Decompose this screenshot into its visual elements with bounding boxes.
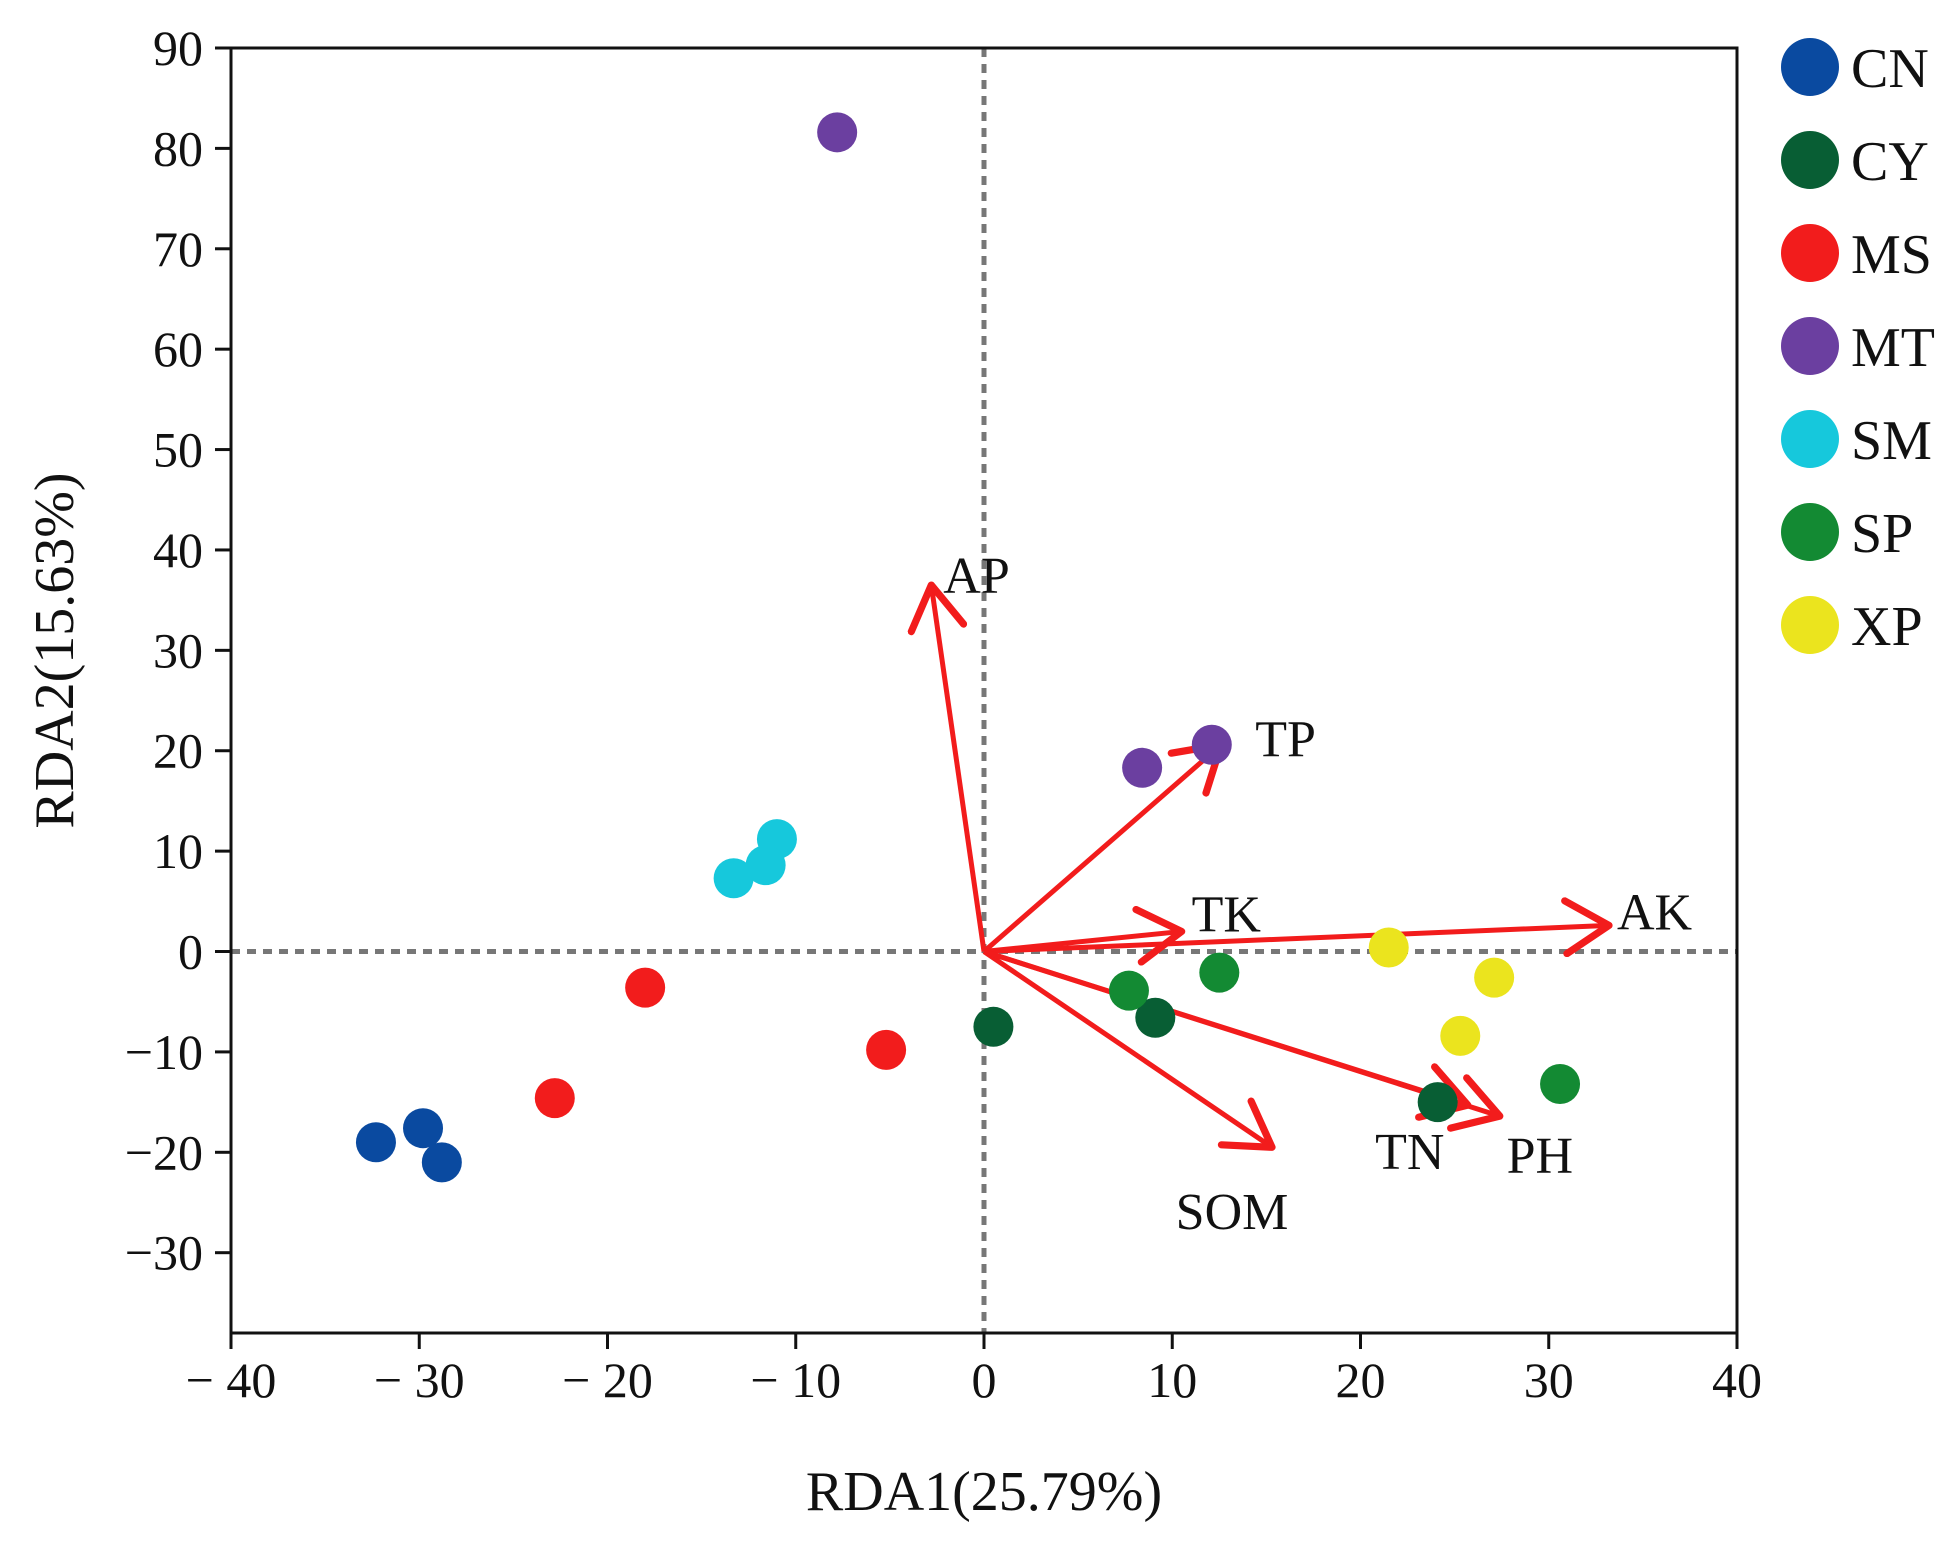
legend-marker-cn: [1781, 38, 1839, 96]
vector-tp: [982, 741, 1225, 954]
vector-label-ak: AK: [1617, 884, 1693, 941]
vector-ap: [907, 581, 987, 952]
legend-label-cy: CY: [1851, 131, 1929, 193]
legend-marker-cy: [1781, 131, 1839, 189]
point-mt-3: [1191, 724, 1232, 765]
legend-marker-sm: [1781, 410, 1839, 468]
legend-marker-mt: [1781, 317, 1839, 375]
point-mt-2: [1122, 747, 1163, 788]
vector-label-ap: AP: [943, 548, 1009, 605]
y-tick-label: 40: [153, 522, 203, 578]
vector-label-tn: TN: [1375, 1124, 1444, 1181]
legend-label-sm: SM: [1851, 410, 1932, 472]
vector-label-som: SOM: [1176, 1184, 1289, 1241]
y-tick-label: 60: [153, 321, 203, 377]
point-xp-3: [1440, 1015, 1481, 1056]
x-tick-label: − 40: [186, 1352, 277, 1408]
vector-ak: [983, 897, 1613, 958]
y-tick-label: 20: [153, 723, 203, 779]
y-tick-label: 10: [153, 823, 203, 879]
point-cy-2: [1135, 997, 1176, 1038]
vector-label-tp: TP: [1255, 712, 1316, 769]
y-tick-label: 90: [153, 20, 203, 76]
point-sp-2: [1199, 952, 1240, 993]
legend-marker-xp: [1781, 596, 1839, 654]
point-sm-3: [713, 858, 754, 899]
vector-ph: [983, 949, 1504, 1132]
point-mt-1: [817, 112, 858, 153]
y-tick-label: −30: [125, 1225, 203, 1281]
y-axis-title: RDA2(15.63%): [24, 472, 86, 828]
point-cn-2: [403, 1108, 444, 1149]
vector-label-tk: TK: [1192, 886, 1262, 943]
vector-label-ph: PH: [1507, 1128, 1573, 1185]
point-ms-2: [534, 1078, 575, 1119]
legend: CN CY MS MT SM SP XP: [1781, 38, 1935, 658]
y-tick-label: 0: [178, 924, 203, 980]
point-sm-2: [745, 845, 786, 886]
y-tick-label: −10: [125, 1024, 203, 1080]
point-cn-3: [421, 1142, 462, 1183]
x-axis-title: RDA1(25.79%): [806, 1461, 1162, 1523]
x-tick-label: 10: [1147, 1352, 1197, 1408]
axes: − 40 − 30 − 20 − 10 0 10 20 30 40 −30 −20 −10 0 10 20 3…: [125, 20, 1762, 1408]
x-tick-label: 20: [1336, 1352, 1386, 1408]
point-cn-1: [355, 1122, 396, 1163]
legend-label-xp: XP: [1851, 596, 1923, 658]
point-sp-1: [1108, 970, 1149, 1011]
environmental-vectors: AP TP TK AK SOM TN PH: [907, 548, 1693, 1241]
legend-label-cn: CN: [1851, 38, 1929, 100]
y-tick-label: 30: [153, 622, 203, 678]
vector-som: [982, 949, 1276, 1151]
x-tick-label: 30: [1524, 1352, 1574, 1408]
point-ms-3: [866, 1029, 907, 1070]
legend-marker-sp: [1781, 503, 1839, 561]
legend-label-mt: MT: [1851, 317, 1935, 379]
y-tick-label: 70: [153, 221, 203, 277]
x-tick-label: − 30: [374, 1352, 465, 1408]
point-cy-3: [1417, 1082, 1458, 1123]
point-cy-1: [973, 1006, 1014, 1047]
legend-label-sp: SP: [1851, 503, 1913, 565]
point-xp-1: [1368, 927, 1409, 968]
point-ms-1: [625, 967, 666, 1008]
sample-points: [355, 112, 1581, 1183]
y-tick-label: 50: [153, 422, 203, 478]
y-tick-label: 80: [153, 120, 203, 176]
x-tick-label: − 20: [562, 1352, 653, 1408]
point-sp-3: [1540, 1064, 1581, 1105]
point-xp-2: [1474, 957, 1515, 998]
y-tick-label: −20: [125, 1124, 203, 1180]
x-tick-label: 0: [972, 1352, 997, 1408]
x-tick-label: − 10: [750, 1352, 841, 1408]
legend-marker-ms: [1781, 224, 1839, 282]
legend-label-ms: MS: [1851, 224, 1932, 286]
x-tick-label: 40: [1712, 1352, 1762, 1408]
